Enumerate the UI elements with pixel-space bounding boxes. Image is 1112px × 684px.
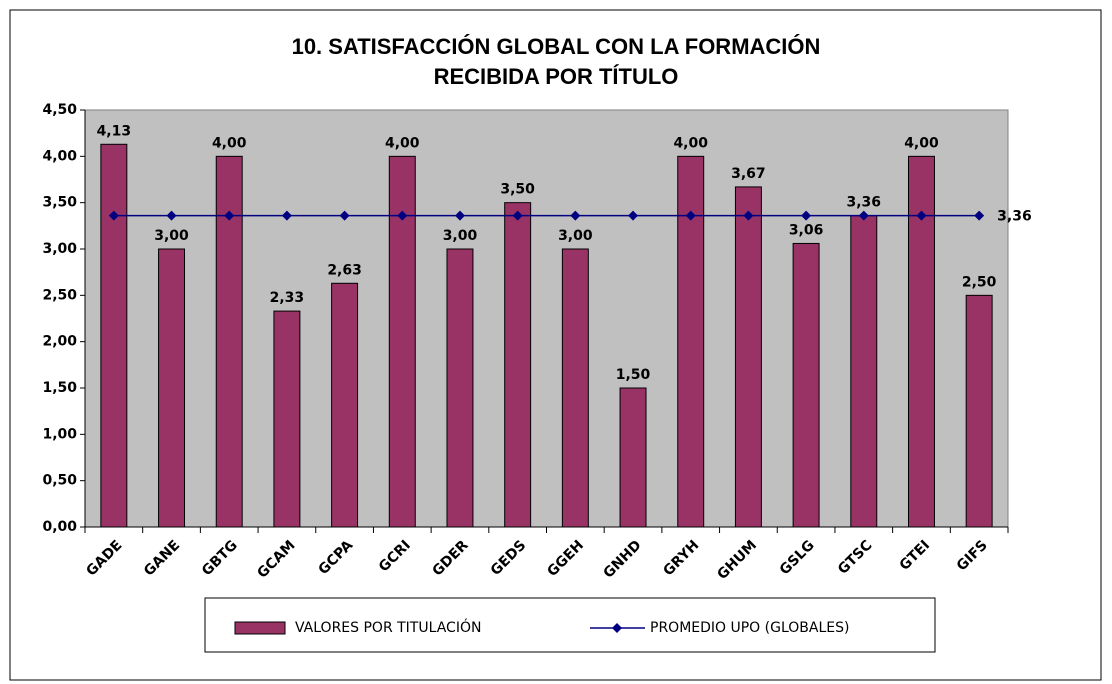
bar	[561, 248, 589, 528]
legend-marker	[612, 623, 622, 633]
y-tick-label: 4,00	[42, 148, 77, 164]
y-tick-label: 3,00	[42, 241, 77, 257]
bar	[273, 310, 301, 528]
data-label: 3,67	[731, 166, 766, 182]
bar	[100, 143, 128, 528]
data-label: 2,33	[270, 290, 305, 306]
data-label: 4,00	[673, 135, 708, 151]
data-label: 3,00	[558, 228, 593, 244]
data-label: 4,00	[385, 135, 420, 151]
chart-title: RECIBIDA POR TÍTULO	[434, 64, 679, 89]
chart-title: 10. SATISFACCIÓN GLOBAL CON LA FORMACIÓN	[292, 34, 821, 59]
data-label: 4,00	[904, 135, 939, 151]
y-tick-label: 2,00	[42, 334, 77, 350]
data-label: 2,63	[327, 262, 362, 278]
data-label: 3,36	[997, 209, 1032, 225]
marker	[108, 210, 119, 221]
data-label: 3,00	[154, 228, 189, 244]
legend-box	[204, 597, 936, 653]
marker	[397, 210, 408, 221]
data-label: 3,00	[443, 228, 478, 244]
y-tick-label: 3,50	[42, 195, 77, 211]
bar	[504, 202, 532, 528]
marker	[743, 210, 754, 221]
legend-label: VALORES POR TITULACIÓN	[295, 618, 481, 636]
y-tick-label: 4,50	[42, 102, 77, 118]
marker	[454, 210, 465, 221]
data-label: 3,50	[500, 182, 535, 198]
marker	[224, 210, 235, 221]
legend-label: PROMEDIO UPO (GLOBALES)	[650, 620, 849, 636]
y-tick-label: 2,50	[42, 287, 77, 303]
data-label: 3,06	[789, 222, 824, 238]
marker	[512, 210, 523, 221]
marker	[628, 210, 639, 221]
marker	[916, 210, 927, 221]
bar	[792, 242, 820, 528]
bar	[446, 248, 474, 528]
data-label: 4,00	[212, 135, 247, 151]
bar	[331, 282, 359, 528]
data-label: 3,36	[847, 195, 882, 211]
y-tick-label: 1,50	[42, 380, 77, 396]
y-tick-label: 1,00	[42, 426, 77, 442]
legend-swatch	[234, 621, 286, 635]
marker	[281, 210, 292, 221]
bar	[677, 155, 705, 528]
bar	[850, 215, 878, 528]
bar	[734, 186, 762, 528]
marker	[974, 210, 985, 221]
marker	[685, 210, 696, 221]
data-label: 1,50	[616, 367, 651, 383]
bar	[158, 248, 186, 528]
data-label: 2,50	[962, 274, 997, 290]
y-tick-label: 0,00	[42, 519, 77, 535]
marker	[339, 210, 350, 221]
data-label: 4,13	[97, 123, 132, 139]
marker	[166, 210, 177, 221]
marker	[858, 210, 869, 221]
bar	[619, 387, 647, 528]
y-tick-label: 0,50	[42, 473, 77, 489]
marker	[570, 210, 581, 221]
bar	[965, 294, 993, 528]
marker	[801, 210, 812, 221]
